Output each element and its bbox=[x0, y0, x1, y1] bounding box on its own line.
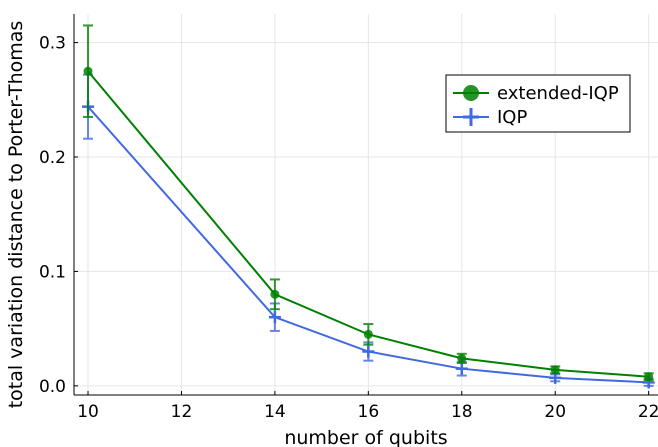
series-iqp bbox=[82, 73, 655, 389]
data-point bbox=[644, 372, 654, 382]
data-point bbox=[83, 66, 93, 76]
data-point bbox=[550, 365, 560, 375]
y-axis-label: total variation distance to Porter-Thoma… bbox=[5, 21, 27, 409]
legend-item: extended-IQP bbox=[453, 83, 619, 104]
legend-marker bbox=[463, 85, 479, 101]
x-tick-label: 10 bbox=[77, 402, 99, 422]
legend-box bbox=[445, 74, 631, 133]
y-tick-label: 0.3 bbox=[39, 34, 66, 54]
series-line bbox=[87, 106, 649, 384]
y-tick-label: 0.2 bbox=[39, 148, 66, 168]
y-tick-label: 0.1 bbox=[39, 262, 66, 282]
x-tick-label: 18 bbox=[451, 402, 473, 422]
legend-label: IQP bbox=[497, 107, 527, 128]
series-layer bbox=[82, 24, 655, 389]
data-point bbox=[455, 362, 468, 375]
x-axis-label: number of qubits bbox=[284, 427, 447, 447]
series-line bbox=[87, 70, 649, 378]
legend-label: extended-IQP bbox=[497, 83, 619, 104]
x-tick-label: 12 bbox=[171, 402, 193, 422]
legend-item: IQP bbox=[453, 107, 527, 128]
data-point bbox=[457, 353, 467, 363]
axes bbox=[73, 14, 658, 396]
data-point bbox=[362, 345, 375, 358]
data-point bbox=[270, 289, 280, 299]
y-tick-label: 0.0 bbox=[39, 377, 66, 397]
legend-items: extended-IQP IQP bbox=[453, 83, 619, 128]
data-point bbox=[268, 311, 281, 324]
x-tick-label: 22 bbox=[638, 402, 658, 422]
x-tick-label: 20 bbox=[544, 402, 566, 422]
x-tick-label: 16 bbox=[358, 402, 380, 422]
data-point bbox=[363, 329, 373, 339]
series-extended-iqp bbox=[83, 24, 654, 382]
legend: extended-IQP IQP bbox=[445, 74, 631, 133]
tick-labels: 10 12 14 16 18 20 22 0.0 0.1 0.2 0.3 bbox=[39, 34, 658, 422]
x-tick-label: 14 bbox=[264, 402, 286, 422]
